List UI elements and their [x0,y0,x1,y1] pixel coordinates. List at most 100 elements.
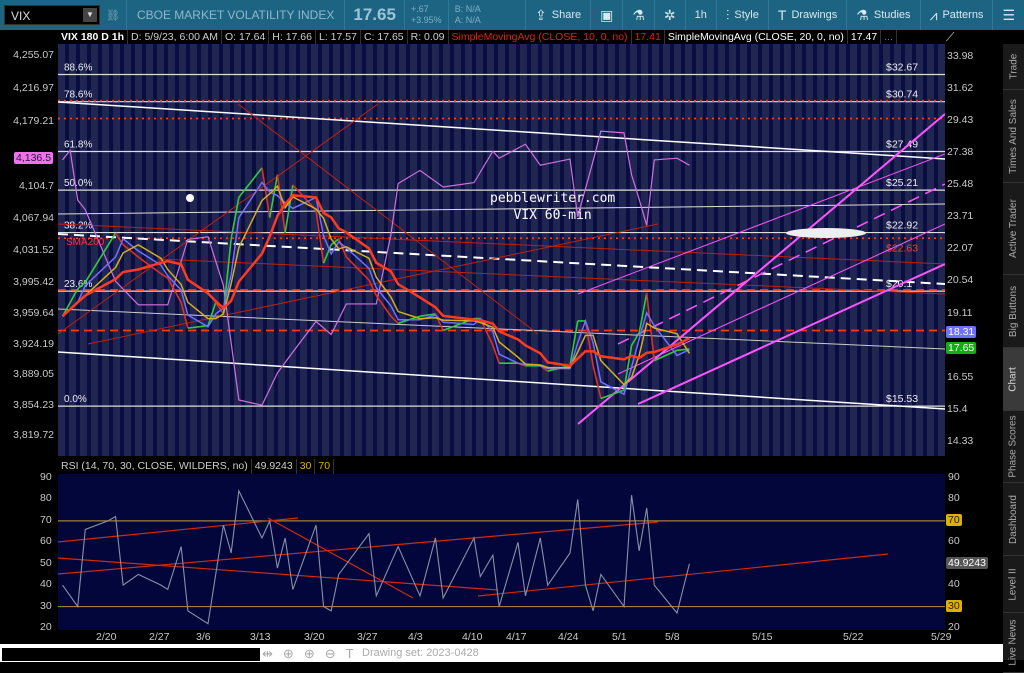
vix-price-segment [61,288,79,317]
sma20-label[interactable]: SimpleMovingAvg (CLOSE, 20, 0, no) [665,30,848,44]
time-axis-tick: 5/15 [752,631,773,643]
crosshair-icon[interactable]: ⊕ [282,646,294,661]
sidebar-tab-active-trader[interactable]: Active Trader [1003,183,1024,275]
pattern-icon: ⩘ [929,6,938,23]
Drawings-button[interactable]: T Drawings [767,0,846,30]
red-level-label: $22.63 [886,242,918,254]
gear-button[interactable]: ✲ [653,0,685,30]
Share-button[interactable]: ⇪ Share [525,0,590,30]
fib-pct-label: 78.6% [64,90,92,101]
menu-button[interactable]: ☰ [992,0,1024,30]
vix-price-segment [600,389,625,400]
Patterns-button[interactable]: ⩘ Patterns [919,0,993,30]
rsi-axis-tick-left: 80 [40,492,52,505]
sidebar-tab-level-ii[interactable]: Level II [1003,556,1024,613]
rsi-30-tag: 30 [946,599,962,612]
rsi-label[interactable]: RSI (14, 70, 30, CLOSE, WILDERS, no) [58,459,252,474]
tab-label: Phase Scores [1008,415,1020,478]
vix-price-segment [180,302,189,329]
sidebar-tab-chart[interactable]: Chart [1003,348,1024,411]
rsi-value-tag: 49.9243 [946,556,988,569]
spx-price-tag: 4,136.5 [14,152,54,165]
sidebar-tab-trade[interactable]: Trade [1003,44,1024,90]
rsi-overbought: 70 [315,459,335,474]
sidebar-tab-big-buttons[interactable]: Big Buttons [1003,275,1024,348]
flask-button[interactable]: ⚗ [622,0,654,30]
vix-price-segment [322,244,332,264]
tab-label: Big Buttons [1008,285,1019,337]
right-axis-tick: 22.07 [947,242,974,255]
time-axis-tick: 4/10 [462,631,483,643]
sidebar-tab-phase-scores[interactable]: Phase Scores [1003,411,1024,483]
flask-icon: ⚗ [856,6,869,23]
more-studies[interactable]: ... [881,30,897,44]
vix-price-segment [645,293,656,361]
link-icon[interactable]: ⛓ [106,9,120,22]
rsi-axis-tick-left: 20 [40,621,52,633]
left-axis-tick: 4,031.52 [13,244,54,257]
fib-price-label: $25.21 [886,177,918,189]
symbol-value: VIX [11,9,31,23]
button-label: Style [734,9,759,21]
symbol-input[interactable]: VIX ▼ [4,5,100,25]
price-chart[interactable]: 88.6% $32.67 78.6% $30.74 61.8% $27.49 50.0% $2… [58,44,945,456]
vix-price-segment [419,313,436,318]
zoom-out-icon[interactable]: ⊖ [324,646,336,661]
sidebar-tab-times-and-sales[interactable]: Times And Sales [1003,90,1024,183]
rsi-trendline [57,557,499,591]
right-axis-tick: 33.98 [947,50,974,62]
gear-icon: ✲ [663,6,676,23]
menu-icon: ☰ [1002,6,1015,23]
pan-icon[interactable]: ⇹ [262,646,273,661]
alert-button[interactable]: ▣ [590,0,622,30]
right-axis-tick: 15.4 [947,402,968,415]
sidebar-tab-dashboard[interactable]: Dashboard [1003,483,1024,556]
ask: A: N/A [454,15,481,25]
Style-button[interactable]: ⫶ Style [715,0,768,30]
text-icon[interactable]: T [345,646,354,661]
time-axis-tick: 3/27 [357,631,378,643]
study-title: VIX 180 D 1h [58,30,129,44]
time-axis-tick: 5/8 [665,631,680,643]
flask-icon: ⚗ [632,6,645,23]
fib-price-label: $15.53 [886,393,918,405]
sma10-label[interactable]: SimpleMovingAvg (CLOSE, 10, 0, no) [449,30,632,44]
Studies-button[interactable]: ⚗ Studies [846,0,919,30]
bar-range: R: 0.09 [408,30,449,44]
rsi-panel[interactable] [57,474,945,630]
time-axis-tick: 2/20 [96,631,117,643]
left-axis-tick: 3,924.19 [13,337,54,350]
alert-icon: ▣ [600,6,614,23]
chart-mode-icon[interactable]: ⟋ [946,30,955,44]
drawing-set-selector[interactable]: Drawing set: 2023-0428 [362,647,479,659]
sidebar-tab-live-news[interactable]: Live News [1003,613,1024,673]
candle-icon: ⫶ [725,6,730,23]
rsi-axis-tick-left: 50 [40,556,52,569]
fib-pct-label: 61.8% [64,140,92,151]
1h-button[interactable]: 1h [684,0,716,30]
annotation-ellipse [786,228,866,238]
vix-price-segment [638,293,648,334]
right-axis-tick: 31.62 [947,82,974,95]
time-axis-tick: 5/29 [931,631,952,643]
vix-price-segment [330,238,340,246]
tab-label: Chart [1008,366,1020,392]
channel-line [577,153,945,295]
scrollbar-track[interactable] [90,648,260,661]
vix-price-segment [207,302,217,326]
button-label: Drawings [791,9,838,21]
left-axis-tick: 3,819.72 [13,429,54,441]
rsi-trendline [477,553,889,597]
tab-label: Active Trader [1008,199,1020,258]
vix-price-segment [167,277,182,303]
left-axis-tick: 3,854.23 [13,398,54,411]
right-sidebar: Trade Times And Sales Active Trader Big But… [1003,44,1024,673]
time-axis-tick: 5/1 [612,631,627,643]
zoom-in-icon[interactable]: ⊕ [303,646,315,661]
tab-label: Dashboard [1008,494,1020,544]
bid-ask: B: N/A A: N/A [449,4,487,26]
channel-line [617,183,945,345]
chevron-down-icon[interactable]: ▼ [83,8,97,22]
right-axis-tick: 19.11 [947,306,973,319]
rsi-axis-tick-left: 60 [40,535,52,548]
